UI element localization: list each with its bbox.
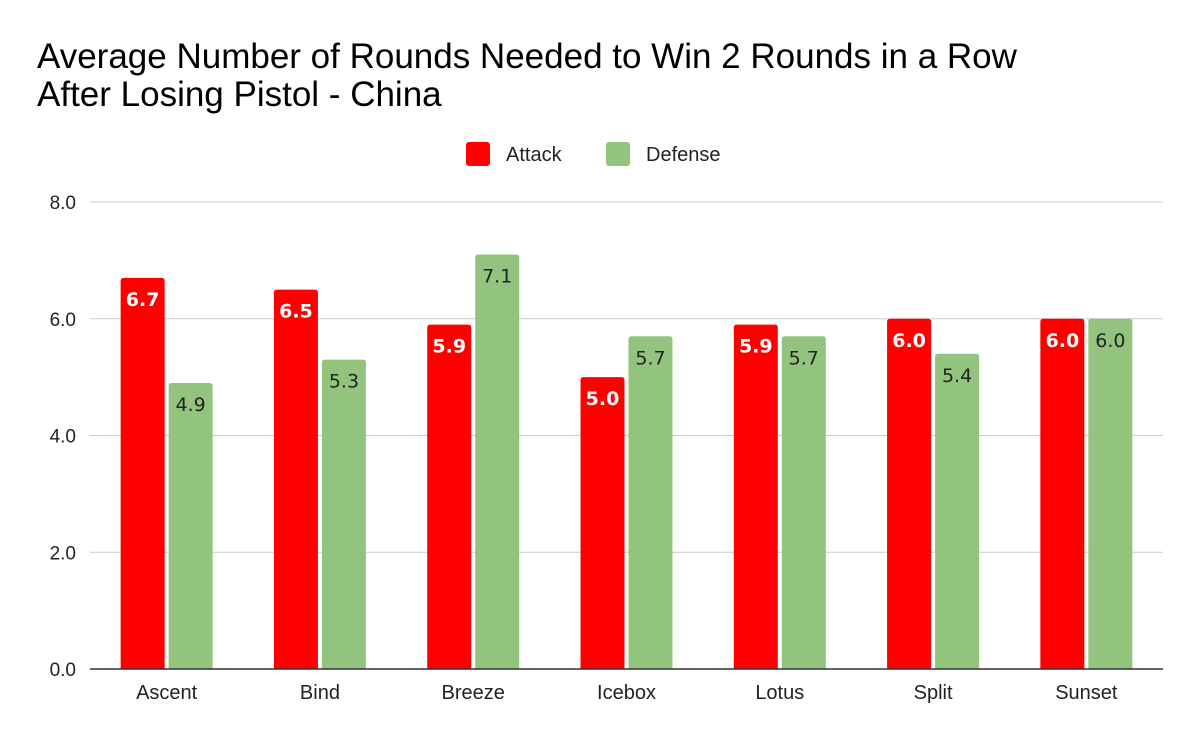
data-label: 5.9 bbox=[432, 336, 466, 358]
bar-defense-split bbox=[935, 353, 980, 669]
bars bbox=[120, 254, 1133, 669]
bar-defense-lotus bbox=[781, 336, 826, 669]
legend-swatch-defense bbox=[606, 142, 630, 166]
bar-attack-breeze bbox=[427, 324, 472, 669]
y-tick-label: 6.0 bbox=[50, 310, 76, 331]
x-category-label: Bind bbox=[300, 682, 340, 704]
x-category-label: Icebox bbox=[597, 682, 656, 704]
data-label: 5.4 bbox=[942, 365, 972, 387]
x-category-label: Split bbox=[914, 682, 953, 704]
data-label: 4.9 bbox=[176, 394, 206, 416]
bar-defense-bind bbox=[321, 359, 366, 669]
bar-defense-icebox bbox=[628, 336, 673, 669]
legend-label-attack: Attack bbox=[506, 144, 563, 166]
bar-defense-sunset bbox=[1088, 318, 1133, 669]
data-label: 6.7 bbox=[126, 289, 160, 311]
data-label: 6.5 bbox=[279, 301, 313, 323]
bar-attack-sunset bbox=[1040, 318, 1085, 669]
data-label: 7.1 bbox=[482, 266, 512, 288]
bar-defense-breeze bbox=[475, 254, 520, 669]
data-label: 5.9 bbox=[739, 336, 773, 358]
data-label: 5.0 bbox=[586, 388, 620, 410]
x-category-label: Breeze bbox=[442, 682, 505, 704]
chart-title: Average Number of Rounds Needed to Win 2… bbox=[37, 38, 1187, 114]
data-label: 5.3 bbox=[329, 371, 359, 393]
data-label: 5.7 bbox=[789, 347, 819, 369]
chart-title-line-2: After Losing Pistol - China bbox=[37, 75, 442, 114]
axes: 0.0 2.0 4.0 6.0 8.0 Ascent Bind Breeze Icebox Lot… bbox=[50, 193, 1163, 704]
y-tick-label: 8.0 bbox=[50, 193, 76, 214]
bar-defense-ascent bbox=[168, 382, 213, 669]
bar-attack-split bbox=[887, 318, 932, 669]
x-category-label: Ascent bbox=[136, 682, 198, 704]
chart-title-line-1: Average Number of Rounds Needed to Win 2… bbox=[37, 37, 1017, 76]
data-label: 5.7 bbox=[635, 347, 665, 369]
legend: Attack Defense bbox=[466, 142, 721, 166]
legend-label-defense: Defense bbox=[646, 144, 721, 166]
y-tick-label: 4.0 bbox=[50, 427, 76, 448]
bar-attack-icebox bbox=[580, 377, 625, 669]
data-label: 6.0 bbox=[892, 330, 926, 352]
legend-swatch-attack bbox=[466, 142, 490, 166]
data-label: 6.0 bbox=[1095, 330, 1125, 352]
x-category-label: Lotus bbox=[755, 682, 804, 704]
x-category-label: Sunset bbox=[1055, 682, 1118, 704]
data-labels: 6.7 4.9 6.5 5.3 5.9 7.1 5.0 5.7 5.9 5.7 6.0 5.4 6.0 6… bbox=[126, 266, 1126, 416]
y-tick-label: 2.0 bbox=[50, 543, 76, 564]
bar-attack-bind bbox=[273, 289, 318, 669]
bar-attack-lotus bbox=[733, 324, 778, 669]
y-tick-label: 0.0 bbox=[50, 660, 76, 681]
bar-attack-ascent bbox=[120, 277, 165, 669]
data-label: 6.0 bbox=[1046, 330, 1080, 352]
gridlines bbox=[90, 201, 1163, 553]
